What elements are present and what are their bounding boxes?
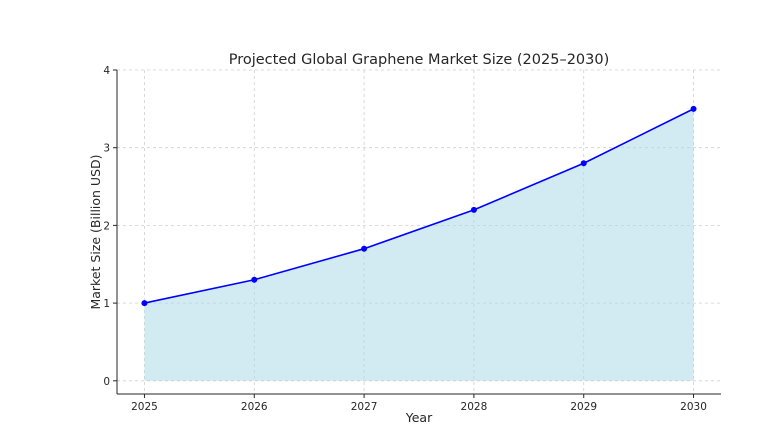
y-tick-label: 1: [103, 298, 110, 310]
series-markers: [141, 105, 697, 307]
area-fills: [144, 108, 694, 381]
x-axis-label: Year: [405, 410, 433, 425]
x-tick-label: 2025: [131, 401, 158, 413]
data-point: [361, 245, 368, 252]
y-tick-label: 2: [103, 220, 110, 232]
data-point: [580, 160, 587, 167]
data-point: [141, 300, 148, 307]
series-lines: [144, 108, 694, 304]
y-tick-label: 0: [103, 376, 110, 388]
axes: [113, 69, 721, 398]
y-axis-label: Market Size (Billion USD): [88, 154, 103, 309]
y-tick-label: 4: [103, 65, 110, 77]
data-point: [690, 105, 697, 112]
data-point: [251, 276, 258, 283]
x-tick-label: 2029: [570, 401, 597, 413]
tick-labels: 2025 2026 2027 2028 2029 2030 0 1 2 3 4: [103, 65, 707, 413]
y-tick-label: 3: [103, 143, 110, 155]
x-tick-label: 2028: [461, 401, 488, 413]
x-tick-label: 2030: [680, 401, 707, 413]
data-point: [470, 206, 477, 213]
x-tick-label: 2027: [351, 401, 378, 413]
chart-title: Projected Global Graphene Market Size (2…: [229, 52, 610, 68]
area-fill: [144, 108, 694, 381]
series-line: [144, 108, 694, 304]
x-tick-label: 2026: [241, 401, 268, 413]
